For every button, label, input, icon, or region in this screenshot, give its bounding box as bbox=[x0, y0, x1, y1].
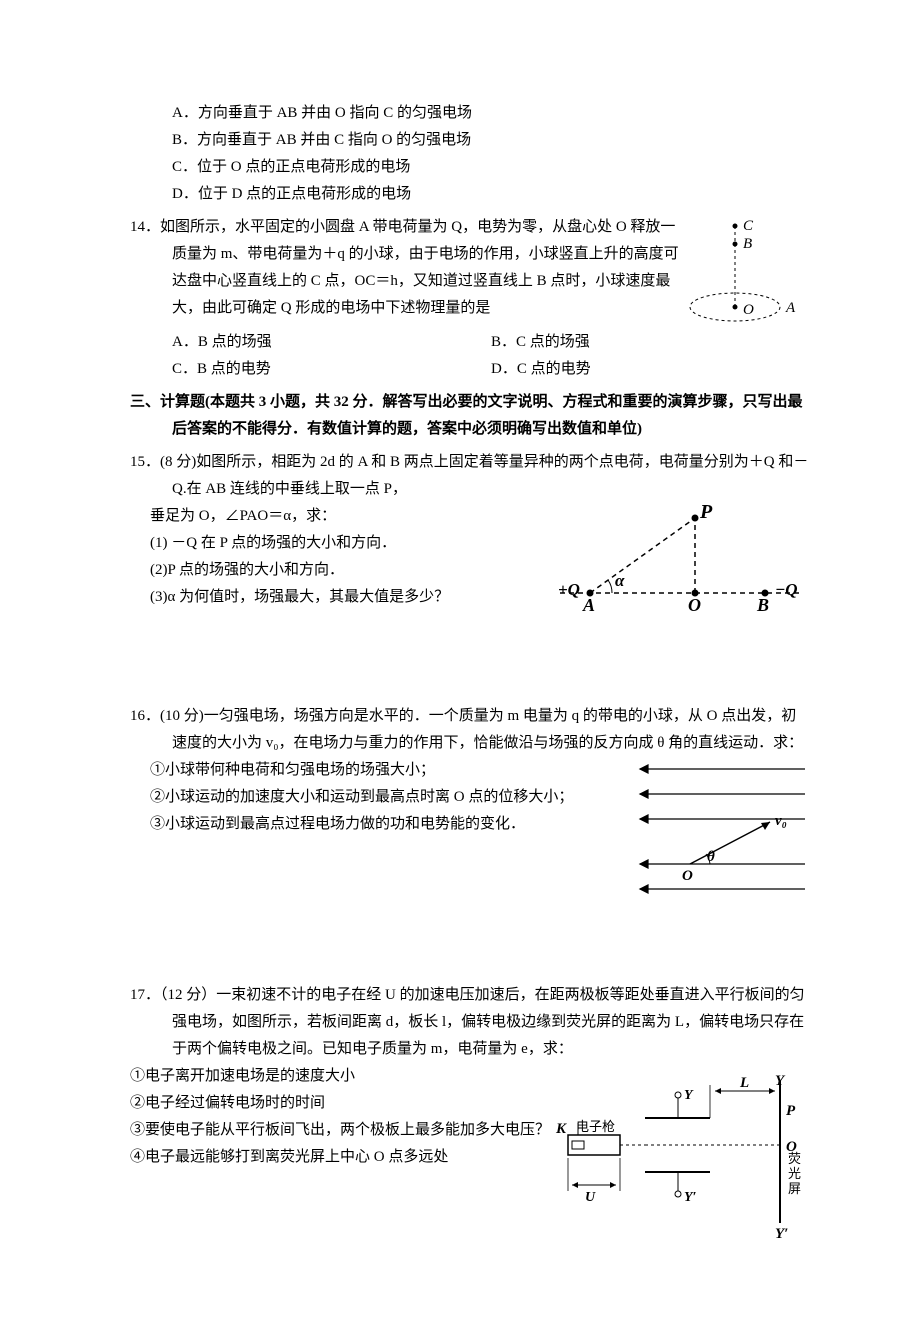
q17-label-gun: 电子枪 bbox=[576, 1119, 615, 1134]
q14-opt-a: A．B 点的场强 bbox=[172, 329, 491, 356]
q14-opt-d: D．C 点的电势 bbox=[491, 356, 810, 383]
q16-p1: ①小球带何种电荷和匀强电场的场强大小； bbox=[150, 757, 600, 784]
q15-label-minusq: −Q bbox=[775, 580, 798, 599]
q17-label-u: U bbox=[585, 1190, 596, 1205]
q16-intro: 16．(10 分)一匀强电场，场强方向是水平的．一个质量为 m 电量为 q 的带… bbox=[130, 703, 810, 757]
q15-p2: (2)P 点的场强的大小和方向． bbox=[150, 557, 550, 584]
q16: 16．(10 分)一匀强电场，场强方向是水平的．一个质量为 m 电量为 q 的带… bbox=[130, 703, 810, 902]
q17-p4: ④电子最远能够打到离荧光屏上中心 O 点多远处 bbox=[130, 1144, 550, 1171]
q15-p3: (3)α 为何值时，场强最大，其最大值是多少？ bbox=[150, 584, 550, 611]
q16-label-v0: v₀ bbox=[775, 813, 787, 829]
q13-options: A．方向垂直于 AB 并由 O 指向 C 的匀强电场 B．方向垂直于 AB 并由… bbox=[130, 100, 810, 208]
q16-p3: ③小球运动到最高点过程电场力做的功和电势能的变化． bbox=[150, 811, 600, 838]
q17-label-screen1: 荧 bbox=[788, 1151, 801, 1166]
q14-opt-c: C．B 点的电势 bbox=[172, 356, 491, 383]
q17: 17．（12 分）一束初速不计的电子在经 U 的加速电压加速后，在距两极板等距处… bbox=[130, 982, 810, 1243]
q15-intro: 15．(8 分)如图所示，相距为 2d 的 A 和 B 两点上固定着等量异种的两… bbox=[130, 449, 810, 503]
q17-intro: 17．（12 分）一束初速不计的电子在经 U 的加速电压加速后，在距两极板等距处… bbox=[130, 982, 810, 1063]
q14-figure: C B O A bbox=[680, 214, 810, 329]
q15-label-p: P bbox=[699, 503, 713, 523]
q14: 14．如图所示，水平固定的小圆盘 A 带电荷量为 Q，电势为零，从盘心处 O 释… bbox=[130, 214, 810, 383]
q13-opt-c: C．位于 O 点的正点电荷形成的电场 bbox=[130, 154, 810, 181]
q14-label-b: B bbox=[743, 236, 752, 252]
q17-label-screen3: 屏 bbox=[788, 1181, 801, 1196]
q15-label-a: A bbox=[582, 595, 595, 613]
q16-p2: ②小球运动的加速度大小和运动到最高点时离 O 点的位移大小； bbox=[150, 784, 600, 811]
q15-label-plusq: +Q bbox=[558, 580, 580, 599]
q17-label-l: L bbox=[739, 1075, 749, 1091]
q17-p1: ①电子离开加速电场是的速度大小 bbox=[130, 1063, 550, 1090]
q17-figure: K 电子枪 U Y Y′ L P O 荧 光 屏 Y′ Y bbox=[550, 1063, 810, 1243]
q17-label-yp: Y′ bbox=[684, 1190, 697, 1205]
section3-title: 三、计算题(本题共 3 小题，共 32 分．解答写出必要的文字说明、方程式和重要… bbox=[130, 389, 810, 443]
q17-label-yp2: Y′ bbox=[775, 1226, 788, 1242]
q16-label-theta: θ bbox=[707, 849, 715, 865]
q14-label-o: O bbox=[743, 302, 754, 318]
q17-label-p: P bbox=[786, 1103, 796, 1119]
q14-options: A．B 点的场强 B．C 点的场强 C．B 点的电势 D．C 点的电势 bbox=[130, 329, 810, 383]
q15: 15．(8 分)如图所示，相距为 2d 的 A 和 B 两点上固定着等量异种的两… bbox=[130, 449, 810, 613]
q16-figure: v₀ θ O bbox=[600, 757, 810, 902]
q17-label-screen2: 光 bbox=[788, 1166, 801, 1181]
q14-label-a: A bbox=[785, 300, 796, 316]
q14-intro: 14．如图所示，水平固定的小圆盘 A 带电荷量为 Q，电势为零，从盘心处 O 释… bbox=[130, 214, 680, 329]
q15-line2: 垂足为 O，∠PAO＝α，求： bbox=[150, 503, 550, 530]
q13-opt-d: D．位于 D 点的正点电荷形成的电场 bbox=[130, 181, 810, 208]
q17-label-y2: Y bbox=[775, 1073, 786, 1089]
q14-label-c: C bbox=[743, 218, 754, 234]
q17-p3: ③要使电子能从平行板间飞出，两个极板上最多能加多大电压？ bbox=[130, 1117, 550, 1144]
q17-label-k: K bbox=[555, 1121, 567, 1137]
q17-p2: ②电子经过偏转电场时的时间 bbox=[130, 1090, 550, 1117]
q16-label-o: O bbox=[682, 868, 693, 884]
q15-figure: P +Q A α O B −Q bbox=[550, 503, 810, 613]
q17-label-y: Y bbox=[684, 1088, 694, 1103]
q13-opt-b: B．方向垂直于 AB 并由 C 指向 O 的匀强电场 bbox=[130, 127, 810, 154]
q15-label-b: B bbox=[756, 595, 769, 613]
q15-p1: (1) －Q 在 P 点的场强的大小和方向． bbox=[150, 530, 550, 557]
q14-opt-b: B．C 点的场强 bbox=[491, 329, 810, 356]
q13-opt-a: A．方向垂直于 AB 并由 O 指向 C 的匀强电场 bbox=[130, 100, 810, 127]
q15-label-o: O bbox=[688, 595, 701, 613]
q15-label-alpha: α bbox=[615, 571, 625, 590]
